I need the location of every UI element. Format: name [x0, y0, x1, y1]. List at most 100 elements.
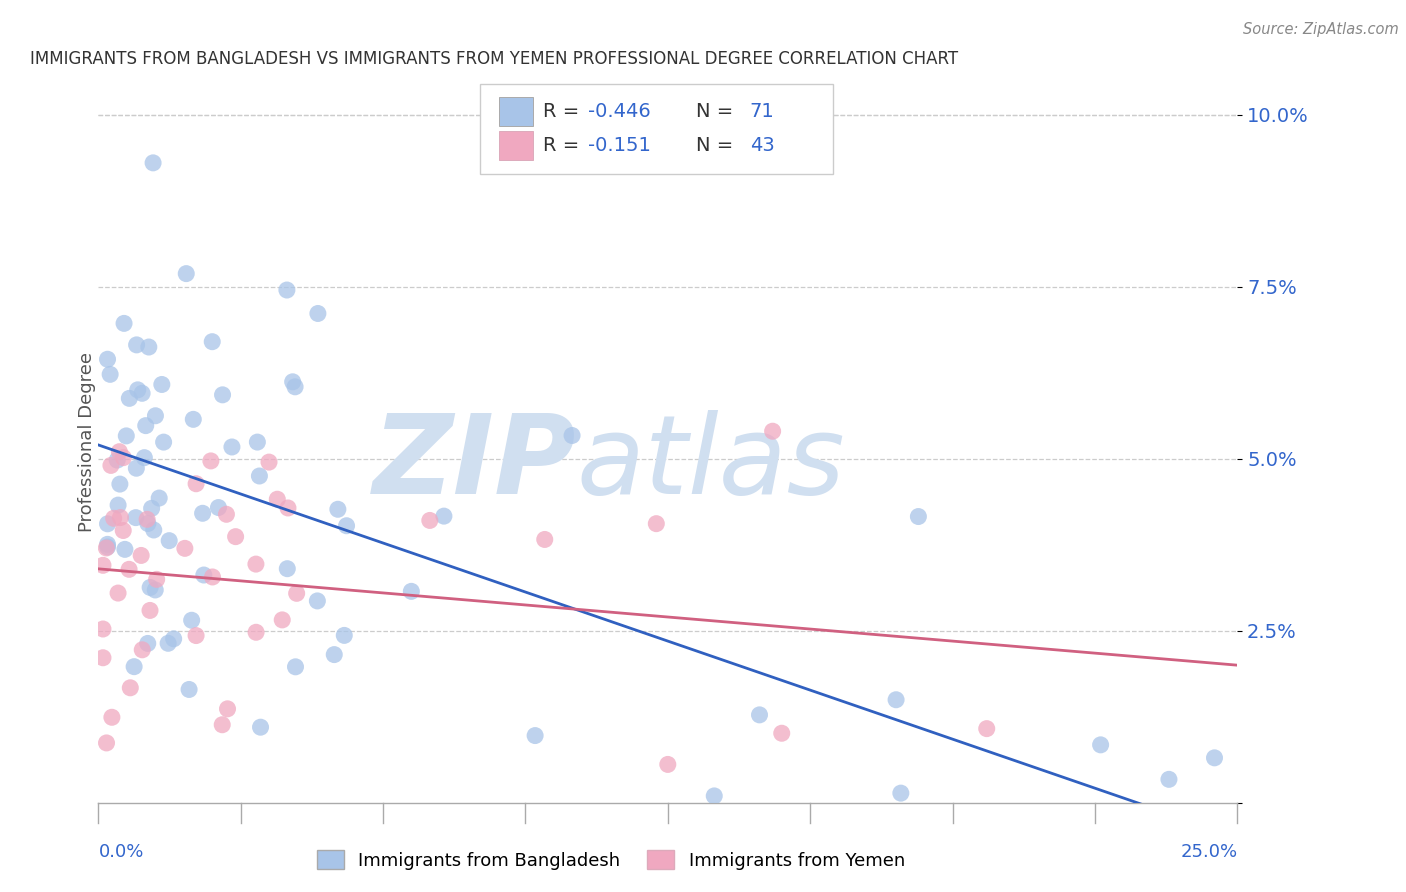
Point	[245, 557, 267, 571]
Point	[120, 681, 142, 695]
Point	[271, 613, 294, 627]
Point	[100, 458, 122, 473]
Point	[201, 334, 224, 349]
Point	[108, 477, 131, 491]
Point	[131, 642, 153, 657]
Point	[150, 377, 173, 392]
Point	[148, 491, 170, 505]
Text: 25.0%: 25.0%	[1180, 843, 1237, 861]
Text: N =: N =	[696, 102, 740, 120]
Point	[135, 418, 157, 433]
Point	[142, 156, 165, 170]
Point	[215, 508, 238, 522]
Point	[1204, 751, 1226, 765]
Point	[703, 789, 725, 803]
Point	[181, 412, 204, 426]
Point	[245, 625, 267, 640]
Point	[143, 582, 166, 597]
Point	[136, 636, 159, 650]
Point	[884, 692, 907, 706]
Point	[266, 492, 288, 507]
Point	[96, 736, 118, 750]
Point	[136, 512, 159, 526]
Point	[221, 440, 243, 454]
Point	[249, 720, 271, 734]
Point	[907, 509, 929, 524]
Point	[136, 516, 159, 531]
Point	[138, 340, 160, 354]
Point	[142, 523, 165, 537]
Point	[141, 501, 163, 516]
Text: 71: 71	[749, 102, 775, 120]
Point	[976, 722, 998, 736]
Point	[96, 352, 118, 367]
Point	[211, 388, 233, 402]
Point	[112, 317, 135, 331]
Point	[217, 702, 239, 716]
Point	[200, 454, 222, 468]
Point	[107, 498, 129, 512]
Point	[193, 568, 215, 582]
Text: 43: 43	[749, 136, 775, 155]
Point	[762, 424, 785, 438]
Text: R =: R =	[543, 102, 585, 120]
Point	[890, 786, 912, 800]
Text: IMMIGRANTS FROM BANGLADESH VS IMMIGRANTS FROM YEMEN PROFESSIONAL DEGREE CORRELAT: IMMIGRANTS FROM BANGLADESH VS IMMIGRANTS…	[30, 50, 959, 68]
Point	[101, 710, 124, 724]
Point	[131, 386, 153, 401]
Point	[96, 516, 118, 531]
Point	[139, 581, 162, 595]
Point	[191, 506, 214, 520]
Point	[125, 461, 148, 475]
Legend: Immigrants from Bangladesh, Immigrants from Yemen: Immigrants from Bangladesh, Immigrants f…	[309, 843, 912, 877]
Point	[184, 476, 207, 491]
Point	[276, 283, 298, 297]
Point	[257, 455, 280, 469]
Text: atlas: atlas	[576, 409, 845, 516]
Point	[401, 584, 423, 599]
Point	[211, 717, 233, 731]
Point	[110, 510, 132, 524]
Point	[770, 726, 793, 740]
Point	[157, 636, 180, 650]
Point	[285, 586, 308, 600]
FancyBboxPatch shape	[499, 97, 533, 126]
Point	[125, 510, 148, 524]
Point	[115, 429, 138, 443]
Point	[112, 524, 135, 538]
Point	[145, 573, 167, 587]
Point	[307, 594, 329, 608]
Point	[127, 383, 149, 397]
Text: ZIP: ZIP	[373, 409, 576, 516]
Point	[180, 613, 202, 627]
Point	[335, 518, 357, 533]
Point	[157, 533, 180, 548]
Text: Source: ZipAtlas.com: Source: ZipAtlas.com	[1243, 22, 1399, 37]
Point	[284, 660, 307, 674]
Point	[177, 682, 200, 697]
Text: N =: N =	[696, 136, 740, 155]
Point	[173, 541, 195, 556]
Text: -0.446: -0.446	[588, 102, 651, 120]
Point	[433, 509, 456, 524]
Point	[105, 453, 128, 467]
Point	[114, 542, 136, 557]
Point	[276, 562, 298, 576]
Y-axis label: Professional Degree: Professional Degree	[79, 351, 96, 532]
Point	[748, 707, 770, 722]
Point	[524, 729, 547, 743]
Point	[333, 628, 356, 642]
Point	[645, 516, 668, 531]
Point	[129, 549, 152, 563]
Point	[657, 757, 679, 772]
Text: -0.151: -0.151	[588, 136, 651, 155]
Point	[284, 380, 307, 394]
Point	[139, 603, 162, 617]
Point	[249, 469, 271, 483]
Point	[91, 558, 114, 573]
Point	[134, 450, 156, 465]
Point	[207, 500, 229, 515]
Point	[145, 409, 167, 423]
Point	[103, 511, 125, 525]
Point	[118, 392, 141, 406]
